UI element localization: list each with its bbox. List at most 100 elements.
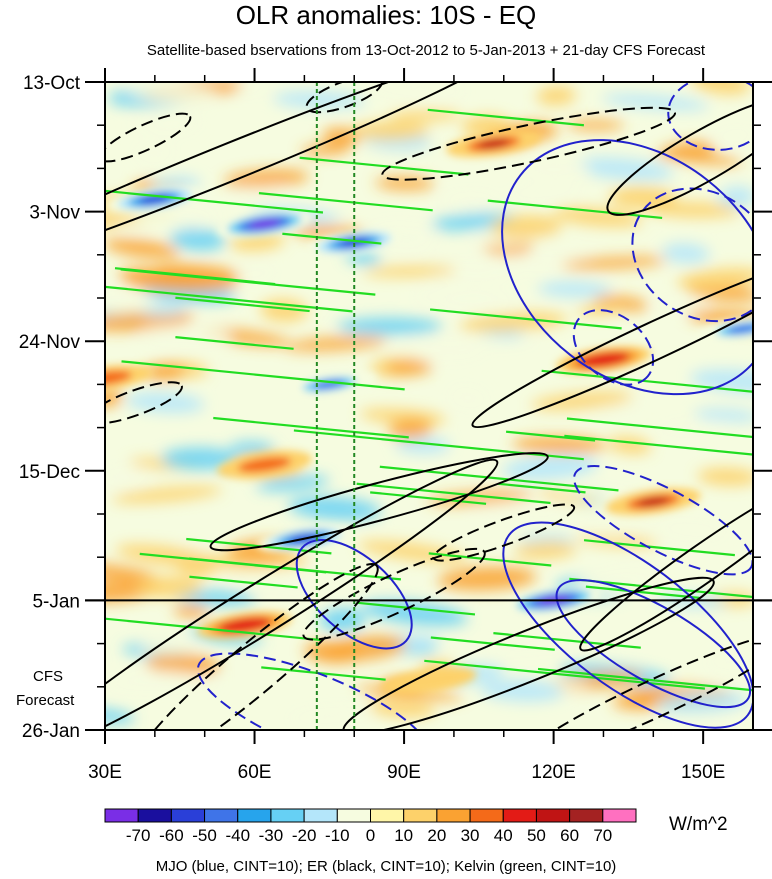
heatmap-cell: [441, 294, 521, 310]
colorbar-swatch: [270, 808, 305, 823]
heatmap-cell: [515, 157, 591, 180]
er-contour-negative: [130, 563, 379, 730]
colorbar-swatch: [336, 808, 371, 823]
er-contour-negative: [105, 112, 192, 163]
anomaly-positive: [637, 497, 670, 507]
y-tick-label: 15-Dec: [19, 462, 80, 483]
y-tick-label: 13-Oct: [23, 73, 81, 94]
heatmap-cell: [690, 82, 751, 95]
colorbar-label: -20: [292, 826, 317, 845]
heatmap-cell: [231, 267, 278, 281]
heatmap-cell: [134, 141, 175, 165]
heatmap-cell: [385, 360, 433, 376]
colorbar-label: 30: [461, 826, 480, 845]
heatmap-cell: [337, 317, 443, 336]
x-tick-label: 120E: [531, 762, 575, 783]
kelvin-contour: [537, 667, 753, 692]
kelvin-contour: [566, 417, 753, 439]
heatmap-cell: [512, 436, 607, 454]
kelvin-contour: [261, 666, 386, 681]
colorbar-swatch: [370, 808, 405, 823]
heatmap-cell: [502, 455, 598, 480]
colorbar-label: 60: [560, 826, 579, 845]
heatmap-cell: [490, 215, 562, 239]
kelvin-contour: [379, 465, 619, 492]
colorbar-swatch: [469, 808, 504, 823]
anomaly-positive: [391, 669, 467, 692]
chart-title: OLR anomalies: 10S - EQ: [235, 0, 537, 30]
heatmap-cell: [111, 486, 223, 504]
x-tick-label: 60E: [238, 762, 272, 783]
heatmap-cell: [480, 679, 564, 702]
heatmap-cell: [122, 670, 221, 688]
forecast-label-line1: CFS: [33, 668, 63, 685]
colorbar-label: 70: [593, 826, 612, 845]
heatmap-cell: [139, 326, 232, 344]
heatmap-cell: [694, 408, 753, 422]
colorbar-swatch: [403, 808, 438, 823]
heatmap-cell: [536, 86, 577, 106]
heatmap-cell: [105, 562, 157, 582]
heatmap-cell: [105, 238, 180, 259]
kelvin-contour: [299, 156, 469, 176]
heatmap-cell: [368, 82, 467, 98]
kelvin-contour: [564, 434, 753, 456]
kelvin-contour: [370, 491, 487, 505]
heatmap-cell: [139, 641, 202, 655]
kelvin-contour: [585, 585, 700, 599]
mjo-contour-negative: [667, 82, 753, 151]
heatmap-cell: [174, 590, 256, 606]
heatmap-cell: [537, 281, 612, 298]
colorbar-swatch: [137, 808, 172, 823]
kelvin-contour: [424, 659, 706, 690]
anomaly-negative: [726, 324, 753, 334]
kelvin-contour: [498, 482, 586, 494]
kelvin-contour: [139, 552, 327, 574]
heatmap-cell: [388, 110, 462, 122]
heatmap-cell: [375, 176, 435, 191]
heatmap-cell: [105, 466, 151, 487]
heatmap-cell: [718, 186, 753, 208]
heatmap-cell: [135, 576, 203, 598]
er-contour-positive: [471, 254, 753, 429]
chart-subtitle: Satellite-based bservations from 13-Oct-…: [146, 42, 706, 59]
er-contour-positive: [579, 475, 753, 652]
kelvin-contour: [121, 360, 405, 391]
heatmap-cell: [362, 265, 457, 278]
heatmap-cell: [223, 169, 310, 188]
heatmap-cell: [125, 82, 220, 104]
colorbar-label: 10: [394, 826, 413, 845]
anomaly-positive: [477, 139, 510, 149]
heatmap-cell: [173, 604, 210, 618]
kelvin-contour: [427, 108, 585, 127]
heatmap-cell: [169, 228, 226, 251]
colorbar-label: -60: [159, 826, 184, 845]
er-contour-positive: [105, 458, 499, 730]
heatmap-cell: [697, 467, 753, 486]
er-contour-positive: [342, 576, 715, 730]
mjo-contour-positive: [295, 539, 413, 650]
er-contour-negative: [302, 547, 486, 641]
kelvin-contour: [282, 232, 382, 245]
heatmap-cell: [256, 475, 330, 492]
y-tick-label: 26-Jan: [22, 721, 80, 742]
kelvin-contour: [114, 267, 276, 286]
heatmap-cell: [714, 127, 753, 144]
kelvin-contour: [505, 430, 596, 442]
colorbar-label: 0: [366, 826, 375, 845]
kelvin-contour: [189, 575, 298, 589]
x-tick-label: 150E: [681, 762, 725, 783]
heatmap-cell: [658, 521, 726, 538]
heatmap-cell: [146, 111, 201, 135]
kelvin-contour: [583, 539, 735, 557]
plot-area: [105, 82, 753, 730]
heatmap-cell: [677, 267, 753, 290]
kelvin-contour: [487, 199, 663, 220]
heatmap-cell: [576, 534, 658, 548]
heatmap-cell: [351, 121, 430, 141]
heatmap-cell: [505, 183, 582, 200]
kelvin-contour: [258, 192, 433, 212]
colorbar-swatch: [170, 808, 206, 823]
kelvin-contour: [428, 552, 552, 567]
